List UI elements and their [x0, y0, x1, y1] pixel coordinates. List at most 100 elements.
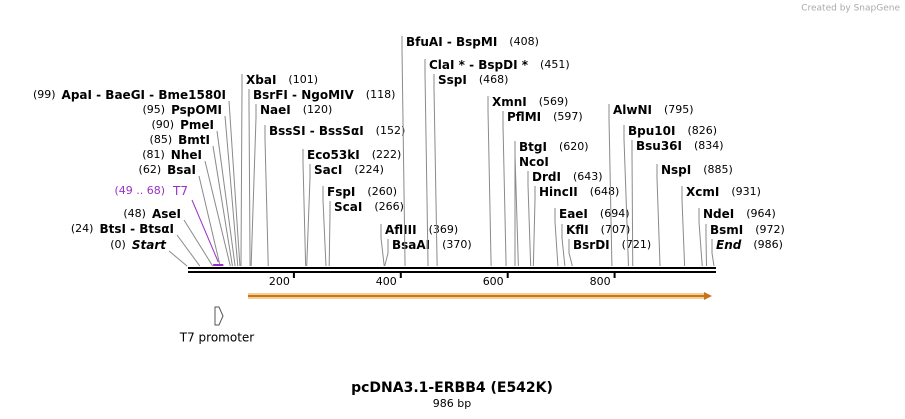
- site-name: BmtI: [178, 133, 210, 147]
- site-line: [631, 140, 634, 267]
- site-name: NheI: [171, 148, 202, 162]
- site-position: (222): [372, 148, 402, 161]
- site-label: (85) BmtI: [150, 133, 210, 147]
- site-name: PflMI: [507, 110, 541, 124]
- site-label: FspI (260): [327, 185, 397, 199]
- site-position: (451): [540, 58, 570, 71]
- promoter-arrow: [214, 306, 224, 326]
- site-name: ScaI: [334, 200, 362, 214]
- primer-range: (49 .. 68): [114, 184, 165, 197]
- site-position: (85): [150, 133, 173, 146]
- site-line: [568, 239, 573, 267]
- site-label: (62) BsaI: [139, 163, 196, 177]
- site-name: NspI: [661, 163, 691, 177]
- site-line: [532, 186, 536, 267]
- site-line: [711, 239, 715, 267]
- site-label: (90) PmeI: [152, 118, 215, 132]
- site-position: (648): [590, 185, 620, 198]
- site-name: ClaI * - BspDI *: [429, 58, 529, 72]
- site-position: (964): [746, 207, 776, 220]
- site-line: [204, 160, 231, 267]
- site-line: [681, 186, 686, 267]
- site-position: (643): [573, 170, 603, 183]
- site-name: End: [716, 238, 742, 252]
- site-name: BsrDI: [573, 238, 610, 252]
- site-position: (972): [755, 223, 785, 236]
- site-name: XmnI: [492, 95, 527, 109]
- site-position: (707): [601, 223, 631, 236]
- primer-line: [191, 199, 219, 263]
- site-name: AflIII: [385, 223, 417, 237]
- site-line: [302, 149, 307, 267]
- site-position: (369): [429, 223, 459, 236]
- scale-label: 800: [590, 275, 611, 288]
- site-position: (152): [376, 124, 406, 137]
- site-name: SspI: [438, 73, 467, 87]
- site-position: (569): [539, 95, 569, 108]
- site-name: BsaAI: [392, 238, 430, 252]
- site-label: BtgI (620): [519, 140, 589, 154]
- site-line: [502, 111, 507, 267]
- site-line: [554, 208, 559, 267]
- site-position: (266): [374, 200, 404, 213]
- site-label: BfuAI - BspMI (408): [406, 35, 539, 49]
- site-position: (81): [142, 148, 165, 161]
- site-position: (48): [123, 207, 146, 220]
- site-line: [183, 219, 214, 267]
- site-position: (62): [139, 163, 162, 176]
- site-label: XmnI (569): [492, 95, 568, 109]
- site-position: (931): [731, 185, 761, 198]
- site-label: ScaI (266): [334, 200, 404, 214]
- site-name: EaeI: [559, 207, 588, 221]
- site-name: NdeI: [703, 207, 734, 221]
- site-label: NaeI (120): [260, 103, 332, 117]
- site-position: (694): [600, 207, 630, 220]
- site-line: [228, 100, 241, 267]
- site-label: XcmI (931): [686, 185, 761, 199]
- site-label: BsaAI (370): [392, 238, 472, 252]
- site-label: Bpu10I (826): [628, 124, 717, 138]
- scale-label: 600: [483, 275, 504, 288]
- site-name: Bsu36I: [636, 139, 682, 153]
- site-position: (224): [354, 163, 384, 176]
- site-label: NdeI (964): [703, 207, 776, 221]
- site-position: (120): [303, 103, 333, 116]
- site-label: DrdI (643): [532, 170, 603, 184]
- map-length: 986 bp: [433, 397, 471, 410]
- site-label: NcoI: [519, 155, 549, 169]
- site-line: [198, 175, 221, 267]
- site-line: [322, 186, 327, 267]
- site-name: Bpu10I: [628, 124, 675, 138]
- site-name: AlwNI: [613, 103, 652, 117]
- site-name: XcmI: [686, 185, 719, 199]
- primer-name: T7: [172, 184, 188, 198]
- site-line: [608, 104, 613, 267]
- site-name: PmeI: [180, 118, 214, 132]
- site-name: Start: [132, 238, 167, 252]
- site-position: (95): [142, 103, 165, 116]
- site-name: SacI: [314, 163, 342, 177]
- site-line: [433, 74, 438, 267]
- site-position: (24): [71, 222, 94, 235]
- site-position: (408): [509, 35, 539, 48]
- site-position: (620): [559, 140, 589, 153]
- site-label: SspI (468): [438, 73, 508, 87]
- site-label: End (986): [716, 238, 783, 252]
- site-name: FspI: [327, 185, 355, 199]
- site-position: (721): [622, 238, 652, 251]
- site-name: BsrFI - NgoMIV: [253, 88, 354, 102]
- site-line: [306, 164, 311, 267]
- site-line: [384, 239, 389, 267]
- site-label: NspI (885): [661, 163, 733, 177]
- site-label: AlwNI (795): [613, 103, 694, 117]
- site-name: AseI: [152, 207, 181, 221]
- site-position: (826): [687, 124, 717, 137]
- site-line: [240, 74, 243, 267]
- site-label: (24) BtsI - BtsαI: [71, 222, 174, 236]
- site-label: PflMI (597): [507, 110, 583, 124]
- site-label: BsmI (972): [710, 223, 785, 237]
- promoter-label: T7 promoter: [179, 331, 255, 345]
- site-position: (90): [152, 118, 175, 131]
- site-name: Eco53kI: [307, 148, 360, 162]
- site-line: [561, 224, 566, 267]
